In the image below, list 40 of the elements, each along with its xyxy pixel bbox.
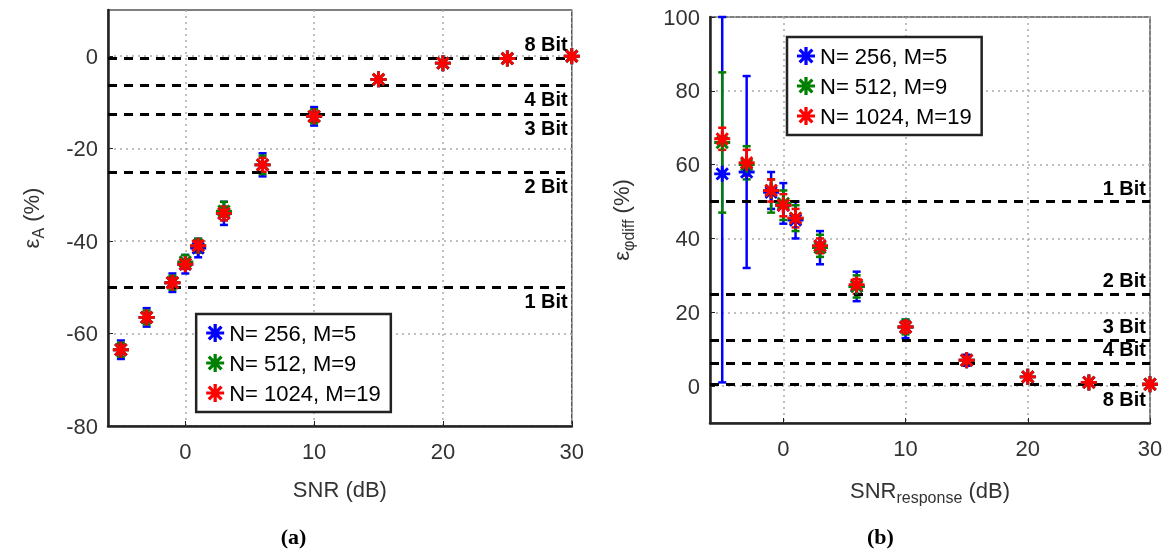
ref-line-label: 2 Bit: [524, 174, 569, 197]
text: (b): [866, 524, 895, 550]
ref-line-label: 4 Bit: [1102, 338, 1147, 361]
text: (a): [279, 524, 308, 550]
ref-line-label: 3 Bit: [1102, 314, 1147, 337]
y-axis-title: εA (%): [18, 187, 47, 249]
x-tick-label: 30: [1137, 435, 1163, 461]
x-tick-label: 30: [559, 438, 585, 464]
x-tick-label: 20: [430, 438, 456, 464]
x-axis-title: SNR (dB): [292, 476, 387, 502]
y-tick-label: 60: [675, 152, 700, 178]
x-tick-label: 0: [179, 438, 192, 464]
y-tick-label: 0: [85, 43, 98, 69]
y-tick-label: 100: [663, 4, 700, 30]
ref-line-label: 3 Bit: [524, 117, 569, 139]
legend-label: N= 256, M=5: [229, 320, 357, 346]
legend-label: N= 512, M=9: [820, 73, 948, 99]
y-tick-label: 40: [675, 225, 700, 251]
y-axis-title: εφdiff (%): [608, 179, 637, 261]
x-tick-label: 0: [777, 435, 790, 461]
ref-line-label: 1 Bit: [1102, 176, 1147, 199]
ref-line-label: 4 Bit: [524, 88, 569, 111]
y-tick-label: -80: [66, 413, 98, 439]
y-tick-label: -20: [66, 136, 98, 162]
x-tick-label: 10: [893, 435, 918, 461]
y-tick-label: 20: [675, 299, 700, 325]
ref-line-label: 8 Bit: [1102, 387, 1147, 410]
y-tick-label: -40: [66, 228, 98, 254]
y-tick-label: -60: [66, 321, 98, 347]
y-tick-label: 80: [675, 78, 700, 104]
ref-line-label: 8 Bit: [524, 33, 569, 56]
ref-line-label: 2 Bit: [1102, 268, 1147, 291]
x-tick-label: 10: [301, 438, 327, 464]
legend-label: N= 256, M=5: [820, 43, 948, 69]
legend-label: N= 1024, M=19: [820, 103, 972, 129]
x-tick-label: 20: [1015, 435, 1041, 461]
legend-label: N= 1024, M=19: [229, 380, 381, 406]
ref-line-label: 1 Bit: [524, 290, 569, 313]
y-tick-label: 0: [687, 373, 700, 399]
legend-label: N= 512, M=9: [229, 350, 357, 376]
